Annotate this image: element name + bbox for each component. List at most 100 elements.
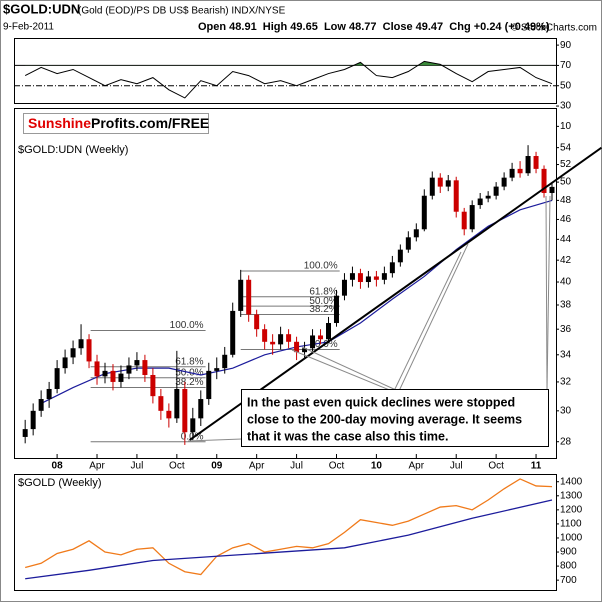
candle-body bbox=[254, 314, 260, 330]
logo: SunshineProfits.com/FREE bbox=[28, 115, 209, 131]
y-tick-label: 36 bbox=[560, 324, 572, 335]
candle-body bbox=[110, 370, 116, 382]
candle-body bbox=[389, 262, 395, 274]
candle-body bbox=[158, 396, 164, 411]
candle-body bbox=[541, 168, 547, 193]
candle-body bbox=[206, 370, 212, 400]
arrow bbox=[301, 346, 397, 391]
candle-body bbox=[533, 156, 539, 169]
candle-body bbox=[525, 156, 531, 174]
candle-body bbox=[278, 334, 284, 345]
y-tick-label: 1200 bbox=[560, 504, 583, 515]
panel-title: $GOLD (Weekly) bbox=[18, 477, 102, 489]
annotation-text: that it was the case also this time. bbox=[247, 429, 448, 443]
logo-box bbox=[23, 113, 209, 134]
main-panel bbox=[14, 108, 557, 459]
candle-body bbox=[302, 348, 308, 353]
y-tick-label: 34 bbox=[560, 349, 572, 360]
y-tick-label: 38 bbox=[560, 300, 572, 311]
candle-body bbox=[174, 388, 180, 419]
candle-body bbox=[94, 361, 100, 377]
x-tick-label: Apr bbox=[249, 461, 265, 472]
fib-label: 38.2% bbox=[309, 304, 337, 315]
y-tick-label: 52 bbox=[560, 159, 572, 170]
candle-body bbox=[166, 410, 172, 419]
y-tick-label: 44 bbox=[560, 234, 572, 245]
candle-body bbox=[102, 370, 108, 377]
candle-body bbox=[485, 195, 491, 199]
copyright: © StockCharts.com bbox=[511, 23, 597, 34]
y-tick-label: 70 bbox=[560, 60, 572, 71]
y-tick-label: 10 bbox=[560, 121, 572, 132]
arrow bbox=[546, 195, 551, 393]
candle-body bbox=[70, 348, 76, 358]
y-tick-label: 50 bbox=[560, 177, 572, 188]
x-tick-label: Jul bbox=[131, 461, 144, 472]
y-tick-label: 32 bbox=[560, 377, 572, 388]
candle-body bbox=[405, 237, 411, 250]
y-tick-label: 700 bbox=[560, 575, 577, 586]
y-tick-label: 42 bbox=[560, 255, 572, 266]
candle-body bbox=[198, 399, 204, 419]
candle-body bbox=[397, 249, 403, 263]
y-tick-label: 28 bbox=[560, 436, 572, 447]
candle-body bbox=[341, 279, 347, 296]
y-tick-label: 1300 bbox=[560, 490, 583, 501]
candle-body bbox=[310, 335, 316, 349]
fib-label: 61.8% bbox=[309, 286, 337, 297]
candle-body bbox=[549, 186, 555, 193]
candle-body bbox=[357, 273, 363, 283]
candle-body bbox=[477, 198, 483, 206]
candle-body bbox=[134, 360, 140, 366]
gold-layer: 700 800 900 1000 1100 1200 1300 1400 bbox=[25, 476, 583, 586]
candle-body bbox=[453, 180, 459, 212]
candle-body bbox=[22, 429, 28, 437]
arrow bbox=[393, 251, 462, 392]
rsi-layer: 10 30 50 70 90 bbox=[14, 40, 572, 132]
candle-body bbox=[150, 374, 156, 397]
candle-body bbox=[294, 341, 300, 353]
candle-body bbox=[182, 388, 188, 433]
x-tick-label: Jul bbox=[450, 461, 463, 472]
annotation-text: close to the 200-day moving average. It … bbox=[247, 412, 522, 426]
description: (Gold (EOD)/PS DB US$ Bearish) INDX/NYSE bbox=[78, 6, 286, 17]
candle-body bbox=[333, 295, 339, 324]
x-tick-label: Oct bbox=[329, 461, 345, 472]
candle-body bbox=[30, 410, 36, 430]
fib-label: 50.0% bbox=[309, 296, 337, 307]
candle-body bbox=[118, 373, 124, 382]
y-tick-label: 90 bbox=[560, 40, 572, 51]
candle-body bbox=[413, 229, 419, 238]
arrows bbox=[187, 195, 551, 442]
fib-label: 100.0% bbox=[304, 261, 338, 272]
main-layer: 28 30 32 34 36 38 40 42 44 46 48 50 52 54 08 Apr Jul Oct 0… bbox=[22, 142, 602, 472]
candle-body bbox=[38, 399, 44, 411]
x-tick-label: 10 bbox=[371, 461, 383, 472]
y-tick-label: 54 bbox=[560, 142, 572, 153]
annotation-text: In the past even quick declines were sto… bbox=[247, 395, 515, 409]
arrow bbox=[398, 243, 469, 392]
x-tick-label: Oct bbox=[169, 461, 185, 472]
candle-body bbox=[509, 168, 515, 178]
date: 9-Feb-2011 bbox=[3, 22, 54, 33]
x-tick-label: Apr bbox=[89, 461, 105, 472]
candle-body bbox=[142, 360, 148, 375]
candle-body bbox=[62, 357, 68, 369]
rsi-line bbox=[24, 60, 553, 99]
arrow bbox=[291, 349, 393, 392]
candle-body bbox=[445, 180, 451, 187]
y-tick-label: 30 bbox=[560, 405, 572, 416]
x-tick-label: 11 bbox=[531, 461, 542, 472]
candle-body bbox=[349, 273, 355, 280]
candle-body bbox=[270, 341, 276, 345]
annotation-layer: In the past even quick declines were sto… bbox=[241, 389, 549, 447]
candle-body bbox=[230, 310, 236, 355]
fib-label: 0.0% bbox=[181, 431, 204, 442]
candle-body bbox=[222, 354, 228, 369]
x-tick-label: Apr bbox=[409, 461, 425, 472]
y-tick-label: 46 bbox=[560, 214, 572, 225]
panel-title: $GOLD:UDN (Weekly) bbox=[18, 144, 128, 156]
candle-body bbox=[373, 276, 379, 280]
y-tick-label: 1100 bbox=[560, 519, 582, 530]
candle-body bbox=[365, 276, 371, 283]
